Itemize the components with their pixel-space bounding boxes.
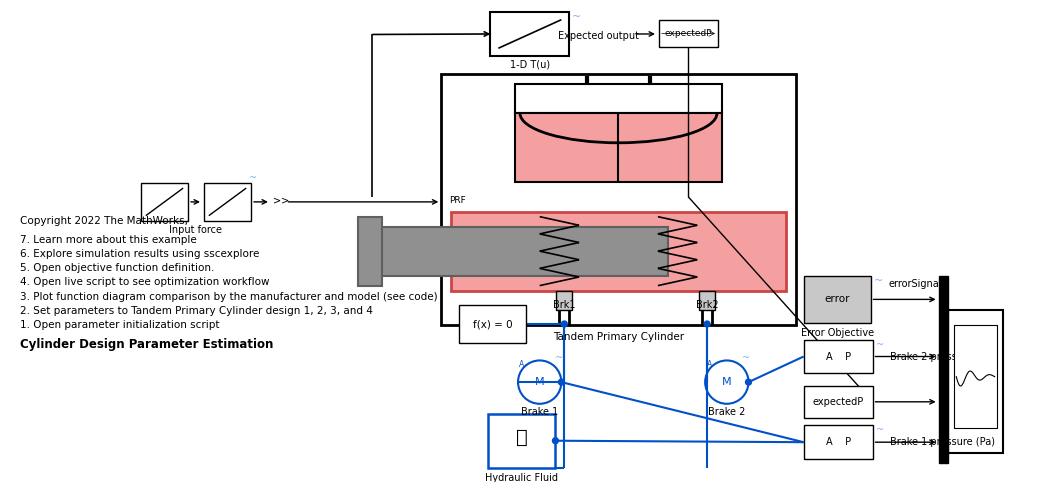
- Text: expectedP: expectedP: [812, 397, 864, 407]
- Text: 6. Explore simulation results using sscexplore: 6. Explore simulation results using ssce…: [20, 249, 260, 259]
- Bar: [804, 386, 873, 417]
- Text: ~: ~: [250, 173, 257, 183]
- Text: 1-D T(u): 1-D T(u): [510, 59, 550, 69]
- Bar: [515, 84, 722, 113]
- Text: error: error: [825, 295, 850, 305]
- Text: 5. Open objective function definition.: 5. Open objective function definition.: [20, 263, 214, 273]
- Bar: [948, 310, 1003, 453]
- Text: >>: >>: [272, 196, 289, 206]
- Text: 4. Open live script to see optimization workflow: 4. Open live script to see optimization …: [20, 278, 269, 287]
- Bar: [140, 183, 188, 221]
- Text: Brk1: Brk1: [553, 300, 575, 310]
- Text: M: M: [535, 377, 545, 387]
- Text: 7. Learn more about this example: 7. Learn more about this example: [20, 235, 197, 245]
- Text: PRF: PRF: [449, 196, 466, 205]
- Bar: [451, 212, 786, 291]
- Text: Brake 1 pressure (Pa): Brake 1 pressure (Pa): [890, 437, 995, 447]
- Text: 1. Open parameter initialization script: 1. Open parameter initialization script: [20, 320, 219, 330]
- Bar: [441, 74, 796, 325]
- Text: Expected output: Expected output: [558, 31, 640, 41]
- Text: ~: ~: [874, 276, 883, 286]
- Text: ⛽: ⛽: [516, 428, 528, 447]
- Text: ~: ~: [876, 426, 884, 435]
- Bar: [804, 340, 873, 373]
- Text: Copyright 2022 The MathWorks,: Copyright 2022 The MathWorks,: [20, 216, 188, 226]
- Circle shape: [558, 379, 565, 385]
- Text: 2. Set parameters to Tandem Primary Cylinder design 1, 2, 3, and 4: 2. Set parameters to Tandem Primary Cyli…: [20, 306, 373, 316]
- Text: Brake 2: Brake 2: [708, 407, 746, 416]
- Text: ~: ~: [572, 12, 581, 22]
- Bar: [938, 276, 948, 463]
- Bar: [804, 276, 870, 323]
- Bar: [556, 291, 572, 310]
- Text: Error Objective: Error Objective: [801, 328, 874, 338]
- Bar: [804, 426, 873, 459]
- Bar: [372, 227, 668, 276]
- Text: A: A: [706, 360, 711, 369]
- Circle shape: [704, 321, 710, 327]
- Text: ~: ~: [876, 340, 884, 350]
- Bar: [204, 183, 251, 221]
- Bar: [459, 305, 526, 343]
- Bar: [489, 414, 555, 468]
- Text: Input force: Input force: [170, 226, 223, 235]
- Bar: [699, 291, 714, 310]
- Text: ~: ~: [555, 352, 564, 362]
- Text: A: A: [519, 360, 524, 369]
- Circle shape: [552, 438, 558, 443]
- Text: Tandem Primary Cylinder: Tandem Primary Cylinder: [553, 332, 684, 342]
- Bar: [955, 325, 996, 428]
- Circle shape: [746, 379, 752, 385]
- Circle shape: [562, 321, 567, 327]
- Text: Brake 1: Brake 1: [521, 407, 558, 416]
- Text: Cylinder Design Parameter Estimation: Cylinder Design Parameter Estimation: [20, 338, 274, 350]
- Text: errorSignal: errorSignal: [888, 279, 942, 289]
- Text: Brake 2 pressure (Pa): Brake 2 pressure (Pa): [890, 351, 995, 362]
- Bar: [515, 113, 722, 182]
- Bar: [659, 20, 718, 47]
- Text: f(x) = 0: f(x) = 0: [472, 319, 513, 329]
- Text: 3. Plot function diagram comparison by the manufacturer and model (see code): 3. Plot function diagram comparison by t…: [20, 292, 438, 302]
- Text: ~: ~: [743, 352, 751, 362]
- Text: Brk2: Brk2: [696, 300, 719, 310]
- Text: M: M: [722, 377, 731, 387]
- Text: A    P: A P: [826, 351, 851, 362]
- Bar: [491, 12, 569, 56]
- Bar: [358, 217, 382, 286]
- Text: Hydraulic Fluid: Hydraulic Fluid: [486, 473, 558, 482]
- Text: expectedP: expectedP: [665, 29, 712, 38]
- Text: A    P: A P: [826, 437, 851, 447]
